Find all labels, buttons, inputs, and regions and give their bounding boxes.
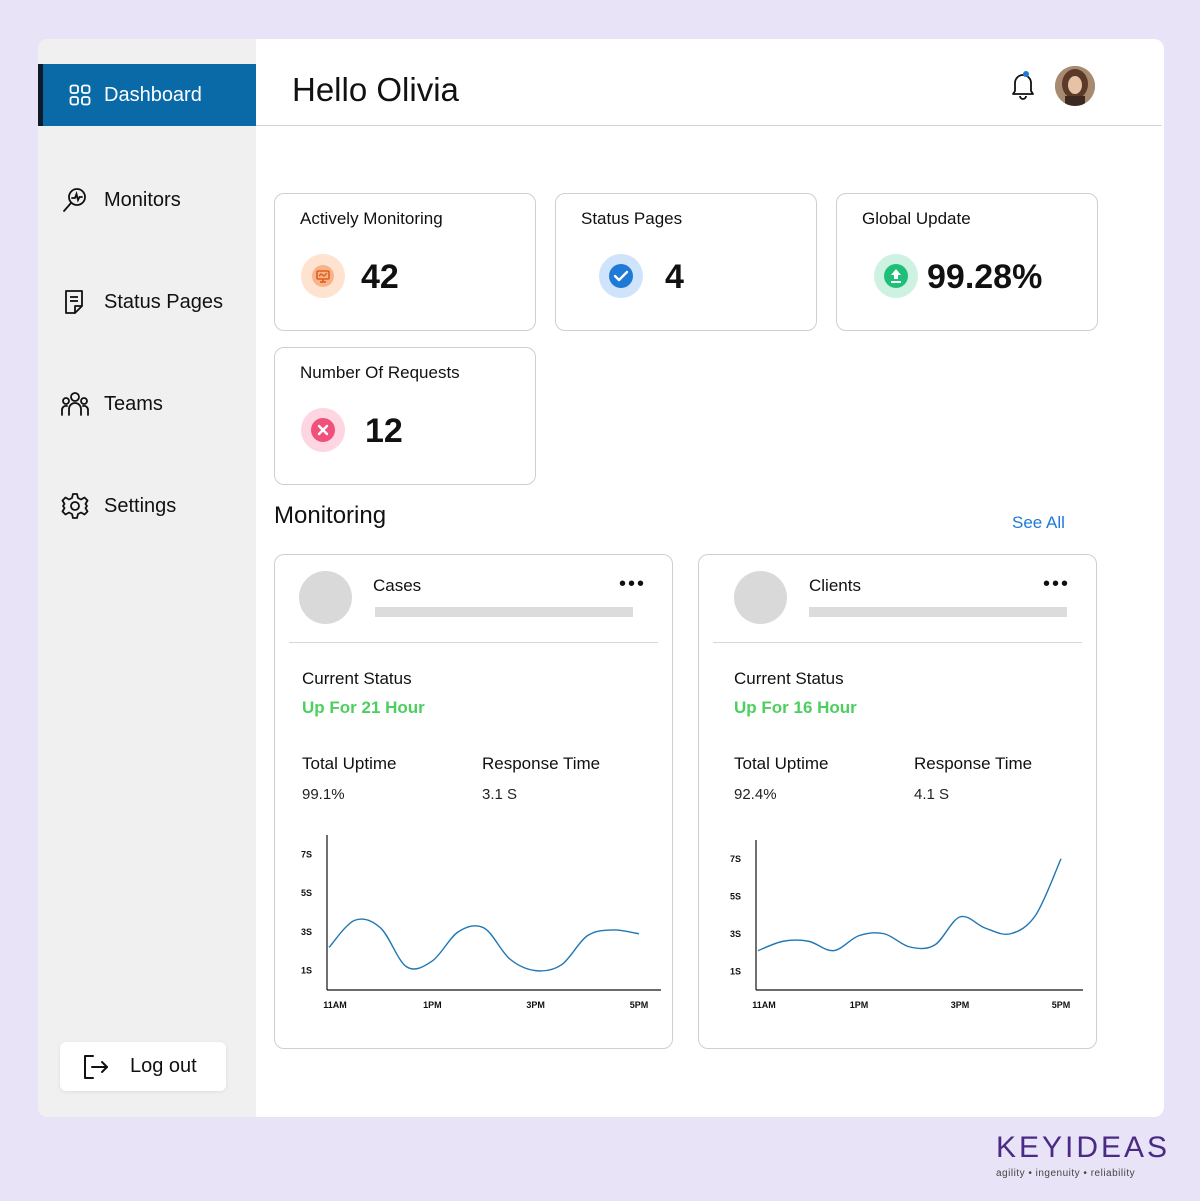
logout-icon: [84, 1054, 108, 1079]
sidebar-item-status-pages[interactable]: Status Pages: [60, 282, 250, 322]
response-chart: 7S 5S 3S 1S 11AM 1PM 3PM 5PM: [730, 840, 1083, 1010]
y-tick-label: 7S: [301, 849, 312, 859]
stat-value: 12: [365, 412, 403, 450]
stat-value: 4: [665, 258, 684, 296]
card-divider: [713, 642, 1082, 643]
document-icon: [60, 287, 90, 317]
avatar[interactable]: [1055, 66, 1095, 106]
response-label: Response Time: [482, 754, 601, 773]
series-line: [757, 858, 1062, 952]
x-tick-label: 11AM: [323, 1000, 347, 1010]
app-window: Dashboard Monitors Status Pages: [38, 39, 1164, 1117]
monitor-card-clients[interactable]: Clients ••• Current Status Up For 16 Hou…: [698, 554, 1097, 1049]
logout-button[interactable]: Log out: [60, 1042, 226, 1091]
sidebar-item-teams[interactable]: Teams: [60, 384, 250, 424]
sidebar-item-label: Monitors: [104, 188, 181, 211]
uptime-label: Total Uptime: [302, 754, 397, 773]
status-text: Up For 16 Hour: [734, 698, 857, 717]
response-chart: 7S 5S 3S 1S 11AM 1PM 3PM 5PM: [301, 835, 661, 1010]
sidebar: Dashboard Monitors Status Pages: [38, 39, 256, 1117]
stat-card-global-update[interactable]: Global Update 99.28%: [836, 193, 1098, 331]
placeholder-bar: [375, 607, 633, 617]
bell-icon: [1012, 71, 1034, 100]
card-divider: [289, 642, 658, 643]
monitor-name: Cases: [373, 576, 422, 595]
header-divider: [256, 125, 1162, 126]
x-tick-label: 3PM: [526, 1000, 545, 1010]
placeholder-bar: [809, 607, 1067, 617]
y-tick-label: 7S: [730, 854, 741, 864]
x-tick-label: 3PM: [951, 1000, 970, 1010]
stat-card-status-pages[interactable]: Status Pages 4: [555, 193, 817, 331]
stat-card-actively-monitoring[interactable]: Actively Monitoring 42: [274, 193, 536, 331]
x-tick-label: 5PM: [1052, 1000, 1071, 1010]
stat-title: Status Pages: [581, 209, 683, 228]
current-status-label: Current Status: [734, 669, 844, 688]
monitor-name: Clients: [809, 576, 861, 595]
sidebar-item-settings[interactable]: Settings: [60, 486, 250, 526]
response-label: Response Time: [914, 754, 1033, 773]
section-title: Monitoring: [274, 502, 387, 529]
check-icon: [599, 254, 643, 298]
more-options-button[interactable]: •••: [1042, 573, 1070, 595]
sidebar-item-monitors[interactable]: Monitors: [60, 180, 250, 220]
response-value: 4.1 S: [914, 786, 950, 803]
response-value: 3.1 S: [482, 786, 518, 803]
upload-icon: [874, 254, 918, 298]
y-tick-label: 3S: [301, 927, 312, 937]
y-tick-label: 5S: [301, 888, 312, 898]
stat-title: Global Update: [862, 209, 971, 228]
stat-value: 42: [361, 258, 399, 296]
sidebar-item-label: Settings: [104, 494, 177, 517]
users-icon: [60, 389, 90, 419]
stat-title: Number Of Requests: [300, 363, 460, 382]
stat-card-number-of-requests[interactable]: Number Of Requests 12: [274, 347, 536, 485]
monitor-avatar: [734, 571, 787, 624]
brand-logo: KEYIDEAS agility • ingenuity • reliabili…: [996, 1131, 1171, 1179]
stat-value: 99.28%: [927, 258, 1043, 296]
sidebar-item-label: Teams: [104, 392, 163, 415]
monitor-icon: [301, 254, 345, 298]
x-icon: [301, 408, 345, 452]
y-tick-label: 1S: [301, 966, 312, 976]
status-text: Up For 21 Hour: [302, 698, 425, 717]
x-tick-label: 5PM: [630, 1000, 649, 1010]
uptime-label: Total Uptime: [734, 754, 829, 773]
notification-button[interactable]: [1010, 70, 1036, 105]
y-tick-label: 1S: [730, 966, 741, 976]
more-options-button[interactable]: •••: [618, 573, 646, 595]
brand-tagline: agility • ingenuity • reliability: [996, 1168, 1136, 1179]
x-tick-label: 1PM: [850, 1000, 869, 1010]
page-title: Hello Olivia: [292, 71, 459, 108]
grid-icon: [69, 84, 91, 106]
see-all-link[interactable]: See All: [1012, 513, 1065, 532]
monitor-card-cases[interactable]: Cases ••• Current Status Up For 21 Hour …: [274, 554, 673, 1049]
current-status-label: Current Status: [302, 669, 412, 688]
uptime-value: 99.1%: [302, 786, 345, 803]
x-tick-label: 11AM: [752, 1000, 776, 1010]
sidebar-item-dashboard[interactable]: Dashboard: [38, 64, 256, 126]
logout-label: Log out: [130, 1055, 197, 1077]
stat-title: Actively Monitoring: [300, 209, 443, 228]
gear-icon: [60, 491, 90, 521]
brand-name: KEYIDEAS: [996, 1131, 1171, 1164]
series-line: [328, 918, 640, 972]
y-tick-label: 5S: [730, 891, 741, 901]
sidebar-item-label: Dashboard: [104, 83, 202, 106]
x-tick-label: 1PM: [423, 1000, 442, 1010]
sidebar-item-label: Status Pages: [104, 290, 223, 313]
monitor-search-icon: [60, 185, 90, 215]
monitor-avatar: [299, 571, 352, 624]
uptime-value: 92.4%: [734, 786, 777, 803]
y-tick-label: 3S: [730, 929, 741, 939]
